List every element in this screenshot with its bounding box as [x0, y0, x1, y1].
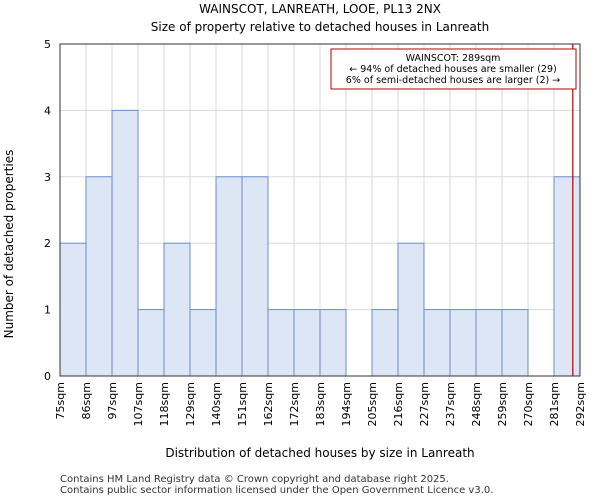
y-tick-label: 0 — [44, 370, 51, 383]
x-tick-labels: 75sqm 86sqm 97sqm 107sqm 118sqm 129sqm 140sqm 1… — [54, 382, 587, 426]
bar-97sqm — [111, 109, 139, 377]
bar-140sqm — [215, 176, 243, 377]
bar-107sqm — [137, 309, 165, 377]
bar-183sqm — [319, 309, 347, 377]
bar-227sqm — [423, 309, 451, 377]
annotation-line-3: 6% of semi-detached houses are larger (2… — [346, 75, 560, 86]
x-tick-label: 259sqm — [496, 382, 509, 426]
chart-subtitle: Size of property relative to detached ho… — [151, 20, 489, 34]
bar-118sqm — [163, 242, 191, 377]
annotation-box-frame — [330, 48, 577, 90]
chart-title: WAINSCOT, LANREATH, LOOE, PL13 2NX — [199, 2, 441, 16]
y-tick-label: 2 — [44, 237, 51, 250]
x-tick-label: 151sqm — [236, 382, 249, 426]
bar-151sqm — [241, 176, 269, 377]
bar-86sqm — [85, 176, 113, 377]
y-tick-label: 3 — [44, 171, 51, 184]
footer-line-1: Contains HM Land Registry data © Crown c… — [60, 474, 449, 485]
x-tick-label: 183sqm — [314, 382, 327, 426]
x-tick-label: 140sqm — [210, 382, 223, 426]
annotation-box: WAINSCOT: 289sqm ← 94% of detached house… — [330, 48, 577, 90]
x-tick-label: 216sqm — [392, 382, 405, 426]
x-tick-label: 118sqm — [158, 382, 171, 426]
x-tick-label: 75sqm — [54, 382, 67, 419]
bar-172sqm — [293, 309, 321, 377]
y-tick-label: 1 — [44, 304, 51, 317]
bar-75sqm — [59, 242, 87, 377]
bar-205sqm — [371, 309, 399, 377]
y-tick-label: 5 — [44, 38, 51, 51]
y-tick-labels: 0 1 2 3 4 5 — [44, 38, 51, 383]
x-tick-label: 97sqm — [106, 382, 119, 419]
annotation-line-1: WAINSCOT: 289sqm — [406, 53, 501, 64]
x-tick-label: 227sqm — [418, 382, 431, 426]
x-tick-label: 194sqm — [340, 382, 353, 426]
x-tick-label: 129sqm — [184, 382, 197, 426]
bar-248sqm — [475, 309, 503, 377]
bar-129sqm — [189, 309, 217, 377]
x-tick-label: 292sqm — [574, 382, 587, 426]
bar-259sqm — [501, 309, 529, 377]
bar-281sqm — [553, 176, 581, 377]
x-tick-label: 86sqm — [80, 382, 93, 419]
x-tick-label: 162sqm — [262, 382, 275, 426]
bars-group — [59, 109, 581, 377]
plot-frame — [59, 43, 581, 377]
y-axis-label: Number of detached properties — [2, 150, 16, 339]
annotation-line-2: ← 94% of detached houses are smaller (29… — [349, 64, 556, 75]
bar-162sqm — [267, 309, 295, 377]
y-tick-label: 4 — [44, 104, 51, 117]
bar-216sqm — [397, 242, 425, 377]
x-tick-label: 205sqm — [366, 382, 379, 426]
x-tick-label: 107sqm — [132, 382, 145, 426]
x-tick-label: 281sqm — [548, 382, 561, 426]
bar-237sqm — [449, 309, 477, 377]
x-axis-label: Distribution of detached houses by size … — [165, 446, 474, 460]
x-tick-label: 237sqm — [444, 382, 457, 426]
x-tick-label: 270sqm — [522, 382, 535, 426]
x-tick-label: 172sqm — [288, 382, 301, 426]
footer-line-2: Contains public sector information licen… — [60, 485, 493, 496]
x-tick-label: 248sqm — [470, 382, 483, 426]
